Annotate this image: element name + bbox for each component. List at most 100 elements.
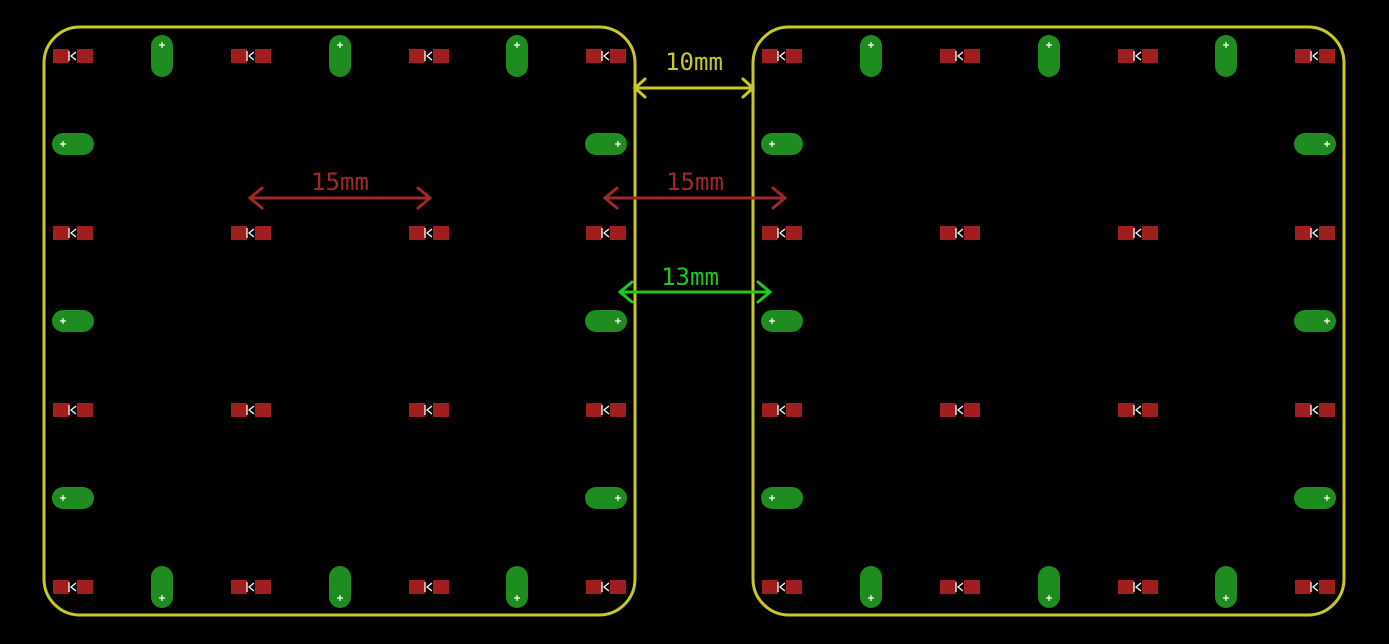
polarity-mark <box>601 582 610 592</box>
smd-pad-left <box>762 226 778 240</box>
smd-led-pad <box>762 226 802 240</box>
drill-mark <box>159 595 165 601</box>
drill-mark <box>769 141 775 147</box>
smd-led-pad <box>586 226 626 240</box>
smd-pad-left <box>762 403 778 417</box>
smd-pad-right <box>610 226 626 240</box>
oval-pad-shape <box>1215 35 1237 77</box>
drill-mark <box>1324 141 1330 147</box>
oval-pad-left <box>761 310 803 332</box>
smd-pad-right <box>964 226 980 240</box>
oval-pad-shape <box>52 310 94 332</box>
arrowhead-right <box>771 186 788 210</box>
smd-pad-left <box>409 403 425 417</box>
smd-pad-right <box>433 226 449 240</box>
smd-pad-right <box>1319 403 1335 417</box>
drill-mark <box>60 495 66 501</box>
oval-pad-top <box>506 35 528 77</box>
polarity-mark <box>601 405 610 415</box>
oval-pad-shape <box>329 566 351 608</box>
arrowhead-left <box>632 77 647 99</box>
smd-pad-right <box>964 49 980 63</box>
smd-pad-left <box>409 49 425 63</box>
smd-pad-right <box>1142 226 1158 240</box>
oval-pad-right <box>1294 487 1336 509</box>
oval-pad-left <box>761 133 803 155</box>
drill-mark <box>159 42 165 48</box>
oval-pad-right <box>585 310 627 332</box>
polarity-mark <box>955 51 964 61</box>
drill-mark <box>337 595 343 601</box>
oval-pad-shape <box>1294 133 1336 155</box>
smd-led-pad <box>1295 580 1335 594</box>
smd-led-pad <box>586 49 626 63</box>
oval-pad-bottom <box>1215 566 1237 608</box>
smd-pad-right <box>1319 49 1335 63</box>
oval-pad-shape <box>52 487 94 509</box>
smd-led-pad <box>762 49 802 63</box>
drill-mark <box>868 595 874 601</box>
smd-pad-right <box>1142 580 1158 594</box>
dimensions-layer: 10mm 15mm 15mm 13mm <box>247 48 788 304</box>
smd-pad-left <box>53 226 69 240</box>
oval-pad-bottom <box>506 566 528 608</box>
smd-pad-right <box>610 49 626 63</box>
polarity-mark <box>777 228 786 238</box>
smd-pad-left <box>53 580 69 594</box>
drill-mark <box>1223 42 1229 48</box>
polarity-mark <box>1133 405 1142 415</box>
dimension-label: 15mm <box>666 168 724 196</box>
smd-pad-left <box>586 580 602 594</box>
smd-pad-left <box>1295 49 1311 63</box>
smd-led-pad <box>409 49 449 63</box>
polarity-mark <box>424 51 433 61</box>
oval-pad-bottom <box>151 566 173 608</box>
smd-pad-left <box>409 226 425 240</box>
smd-pad-left <box>1295 226 1311 240</box>
oval-pad-bottom <box>1038 566 1060 608</box>
polarity-mark <box>1133 582 1142 592</box>
smd-led-pad <box>586 580 626 594</box>
smd-pad-right <box>1319 580 1335 594</box>
smd-pad-right <box>964 580 980 594</box>
smd-pad-right <box>433 580 449 594</box>
smd-pad-right <box>255 226 271 240</box>
smd-pad-left <box>231 580 247 594</box>
drill-mark <box>615 318 621 324</box>
drill-mark <box>868 42 874 48</box>
pads-layer <box>52 35 1336 608</box>
dimension-gap-13: 13mm <box>617 263 773 304</box>
polarity-mark <box>424 228 433 238</box>
oval-pad-right <box>1294 133 1336 155</box>
polarity-mark <box>246 228 255 238</box>
smd-led-pad <box>1295 226 1335 240</box>
polarity-mark <box>246 51 255 61</box>
polarity-mark <box>601 51 610 61</box>
oval-pad-shape <box>1038 35 1060 77</box>
smd-led-pad <box>762 403 802 417</box>
polarity-mark <box>1310 405 1319 415</box>
dimension-pitch-15-gap: 15mm <box>602 168 788 210</box>
smd-led-pad <box>53 403 93 417</box>
smd-pad-left <box>53 403 69 417</box>
oval-pad-shape <box>860 35 882 77</box>
polarity-mark <box>955 582 964 592</box>
oval-pad-shape <box>506 35 528 77</box>
polarity-mark <box>601 228 610 238</box>
smd-pad-left <box>231 49 247 63</box>
smd-pad-left <box>586 403 602 417</box>
oval-pad-left <box>761 487 803 509</box>
oval-pad-shape <box>1215 566 1237 608</box>
smd-led-pad <box>231 403 271 417</box>
drill-mark <box>615 141 621 147</box>
oval-pad-top <box>151 35 173 77</box>
drill-mark <box>615 495 621 501</box>
smd-pad-right <box>964 403 980 417</box>
dimension-pitch-15-left: 15mm <box>247 168 433 210</box>
polarity-mark <box>777 405 786 415</box>
smd-led-pad <box>409 403 449 417</box>
oval-pad-shape <box>585 310 627 332</box>
dimension-gap-10: 10mm <box>632 48 756 99</box>
